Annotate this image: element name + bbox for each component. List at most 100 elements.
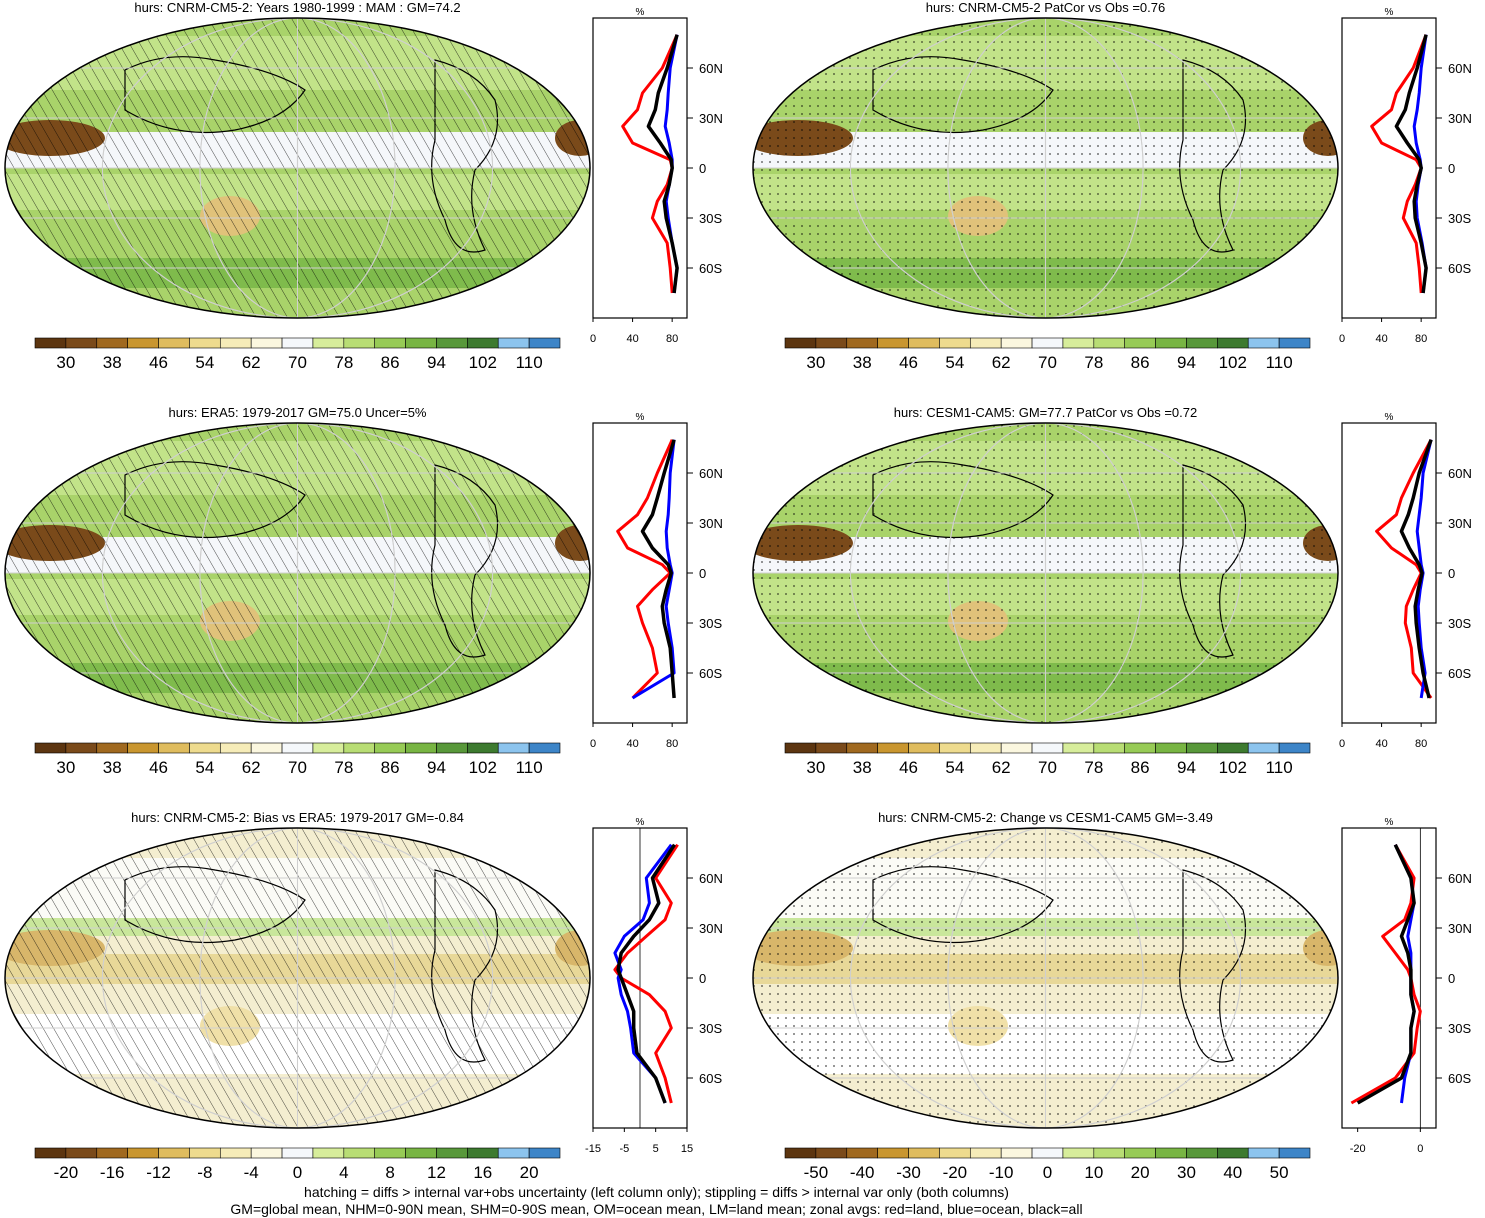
series-all xyxy=(640,439,676,699)
colorbar-label: 8 xyxy=(385,1163,394,1180)
lat-label: 60N xyxy=(1448,61,1472,76)
lat-label: 60S xyxy=(699,261,722,276)
colorbar-label: 46 xyxy=(149,353,168,372)
colorbar-cell xyxy=(65,337,98,349)
gridline xyxy=(199,423,396,723)
colorbar-label: 54 xyxy=(945,353,964,372)
colorbar-cell xyxy=(96,1147,128,1159)
colorbar-cell xyxy=(846,742,878,754)
colorbar-cell xyxy=(1093,1147,1126,1159)
lat-label: 0 xyxy=(1448,971,1455,986)
colorbar-cell xyxy=(1000,742,1033,754)
colorbar-cell xyxy=(34,1147,67,1159)
colorbar-cell xyxy=(219,1147,252,1159)
colorbar-cell xyxy=(467,337,499,349)
lat-label: 0 xyxy=(1448,566,1455,581)
colorbar-cell xyxy=(908,337,940,349)
colorbar-label: 110 xyxy=(1266,758,1293,777)
colorbar-cell xyxy=(1093,742,1126,754)
colorbar-cell xyxy=(1278,742,1311,754)
colorbar-cell xyxy=(969,1147,1002,1159)
x-tick-label: 80 xyxy=(1415,738,1427,750)
colorbar-cell xyxy=(281,1147,314,1159)
colorbar-cell xyxy=(1155,1147,1187,1159)
colorbar-cell xyxy=(497,742,530,754)
colorbar-cell xyxy=(877,1147,909,1159)
colorbar-label: 70 xyxy=(288,758,307,777)
panel-4: hurs: CESM1-CAM5: GM=77.7 PatCor vs Obs … xyxy=(752,405,1472,777)
map-border xyxy=(752,827,1339,1129)
gridline xyxy=(101,423,494,723)
colorbar-cell xyxy=(281,337,314,349)
colorbar-label: 38 xyxy=(853,353,872,372)
colorbar-label: -4 xyxy=(244,1163,259,1180)
profile-unit: % xyxy=(1385,817,1394,828)
zonal-profile: % 60N 30N 0 30S 60S 0 40 80 xyxy=(590,7,723,345)
series-all xyxy=(616,843,676,1104)
colorbar-cell xyxy=(784,742,817,754)
colorbar-cell xyxy=(34,337,67,349)
map xyxy=(753,18,1338,318)
colorbar-label: 110 xyxy=(516,353,543,372)
colorbar-label: 78 xyxy=(1084,758,1103,777)
colorbar-label: 46 xyxy=(149,758,168,777)
colorbar-cell xyxy=(939,742,971,754)
colorbar-cell xyxy=(1062,742,1095,754)
x-tick-label: 0 xyxy=(1339,738,1345,750)
panel-3: hurs: ERA5: 1979-2017 GM=75.0 Uncer=5% 30… xyxy=(4,405,723,777)
colorbar-cell xyxy=(1247,1147,1280,1159)
colorbar-cell xyxy=(1217,742,1249,754)
colorbar-label: -30 xyxy=(896,1163,921,1180)
colorbar-cell xyxy=(1124,337,1156,349)
lat-label: 30S xyxy=(699,616,722,631)
colorbar-label: -10 xyxy=(989,1163,1014,1180)
colorbar-cell xyxy=(127,337,159,349)
colorbar-label: 86 xyxy=(381,758,400,777)
colorbar-cell xyxy=(189,1147,221,1159)
x-tick-label: -5 xyxy=(619,1143,629,1155)
x-tick-label: 40 xyxy=(626,738,638,750)
map-border xyxy=(752,17,1339,319)
colorbar-cell xyxy=(1155,337,1187,349)
colorbar-cell xyxy=(467,742,499,754)
series-all xyxy=(1394,34,1428,294)
profile-unit: % xyxy=(1385,412,1394,423)
colorbar-cell xyxy=(1186,1147,1218,1159)
zonal-profile: % 60N 30N 0 30S 60S -20 0 xyxy=(1341,817,1472,1155)
profile-unit: % xyxy=(1385,7,1394,18)
gridline xyxy=(849,423,1242,723)
colorbar-label: 102 xyxy=(1219,758,1247,777)
x-tick-label: -20 xyxy=(1350,1143,1366,1155)
colorbar-label: 46 xyxy=(899,758,918,777)
panel-5: hurs: CNRM-CM5-2: Bias vs ERA5: 1979-201… xyxy=(4,810,723,1180)
x-tick-label: 40 xyxy=(1375,333,1387,345)
lat-label: 30N xyxy=(1448,111,1472,126)
lat-label: 30S xyxy=(1448,616,1471,631)
colorbar-cell xyxy=(65,1147,98,1159)
map-border xyxy=(4,17,591,319)
lat-label: 30S xyxy=(699,1021,722,1036)
colorbar-cell xyxy=(1093,337,1126,349)
colorbar-label: 54 xyxy=(195,353,214,372)
x-tick-label: -15 xyxy=(585,1143,601,1155)
colorbar-label: 62 xyxy=(992,353,1011,372)
colorbar-label: 16 xyxy=(473,1163,492,1180)
figure: hurs: CNRM-CM5-2: Years 1980-1999 : MAM … xyxy=(4,0,1472,1180)
lat-label: 60S xyxy=(1448,1071,1471,1086)
map xyxy=(5,828,590,1128)
colorbar-cell xyxy=(312,1147,345,1159)
colorbar-cell xyxy=(846,337,878,349)
colorbar: 30 38 46 54 62 70 78 86 94 102 110 xyxy=(34,337,561,372)
panel-title: hurs: CNRM-CM5-2: Change vs CESM1-CAM5 G… xyxy=(878,810,1213,825)
colorbar-label: 70 xyxy=(1038,758,1057,777)
colorbar-label: 86 xyxy=(1131,758,1150,777)
lat-label: 60N xyxy=(699,871,723,886)
colorbar-cell xyxy=(189,742,221,754)
profile-unit: % xyxy=(636,817,645,828)
colorbar-label: 94 xyxy=(1177,353,1196,372)
x-tick-label: 15 xyxy=(681,1143,693,1155)
colorbar-label: 94 xyxy=(1177,758,1196,777)
x-tick-label: 80 xyxy=(666,333,678,345)
gridline xyxy=(849,828,1242,1128)
colorbar-cell xyxy=(65,742,98,754)
